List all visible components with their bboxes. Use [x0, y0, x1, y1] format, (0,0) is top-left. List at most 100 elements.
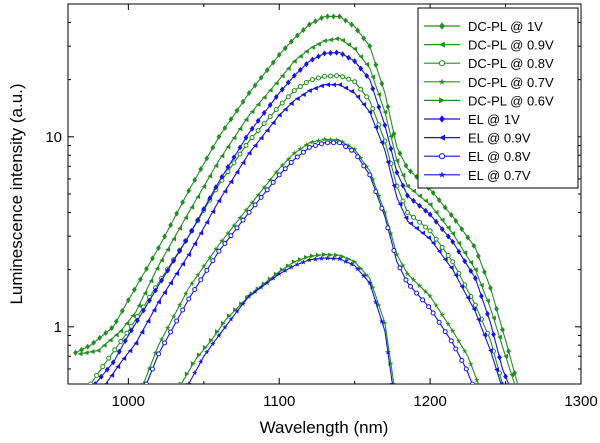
data-point [121, 356, 127, 361]
data-point [370, 85, 376, 92]
data-point [158, 336, 165, 342]
data-point [222, 240, 228, 246]
data-point [439, 217, 445, 223]
data-point [414, 225, 419, 231]
data-point [459, 357, 465, 363]
data-point [128, 327, 134, 334]
data-point [156, 244, 161, 251]
data-point [240, 217, 246, 223]
data-point [482, 268, 487, 275]
data-point [178, 381, 184, 384]
data-point [192, 176, 198, 183]
data-point [352, 79, 358, 85]
data-point [276, 172, 282, 178]
data-point [411, 197, 416, 204]
data-point [331, 140, 337, 146]
data-point [361, 35, 367, 42]
data-point [225, 164, 231, 171]
data-point [297, 66, 303, 73]
data-point [379, 140, 385, 145]
data-point [417, 202, 422, 209]
data-point [222, 188, 228, 194]
data-point [366, 280, 373, 286]
legend-label: DC-PL @ 1V [468, 19, 543, 34]
data-point [482, 332, 487, 338]
data-point [279, 86, 285, 93]
data-point [168, 222, 173, 229]
data-point [255, 102, 261, 107]
data-point [448, 265, 454, 270]
data-point [185, 381, 192, 384]
data-point [405, 183, 410, 189]
data-point [445, 233, 451, 240]
data-point [462, 250, 468, 256]
data-point [294, 96, 300, 102]
data-point [219, 153, 225, 159]
data-point [207, 173, 213, 179]
data-point [186, 187, 192, 194]
data-point [408, 283, 414, 289]
data-point [198, 166, 204, 173]
data-point [334, 252, 339, 258]
data-point [201, 184, 207, 189]
data-point [500, 326, 505, 333]
data-point [297, 84, 303, 90]
data-point [403, 215, 409, 221]
data-point [297, 257, 303, 262]
data-point [391, 130, 397, 137]
data-point [219, 238, 225, 244]
data-point [422, 288, 429, 295]
data-point [177, 225, 183, 231]
data-point [89, 349, 95, 355]
data-point [276, 270, 283, 277]
legend-label: DC-PL @ 0.9V [468, 38, 554, 53]
data-point [231, 135, 237, 141]
data-point [433, 209, 439, 215]
data-point [340, 254, 346, 259]
data-point [165, 267, 170, 274]
data-point [382, 109, 388, 115]
data-point [312, 143, 318, 149]
data-point [202, 345, 208, 350]
data-point [453, 346, 459, 352]
data-point [216, 133, 222, 140]
data-point [352, 46, 358, 52]
data-point [427, 202, 433, 207]
data-point [388, 133, 394, 139]
data-point [382, 209, 388, 215]
data-point [104, 366, 110, 373]
data-point [234, 308, 240, 314]
data-point [349, 147, 355, 153]
data-point [468, 268, 474, 275]
data-point [416, 282, 423, 289]
legend-label: EL @ 0.8V [468, 149, 531, 164]
data-point [309, 139, 316, 145]
data-point [258, 135, 264, 141]
data-point [391, 183, 397, 188]
data-point [325, 140, 331, 146]
data-point [376, 104, 382, 111]
data-point [373, 189, 379, 195]
data-point [231, 222, 237, 229]
series-el-1v [92, 49, 510, 384]
tick-labels: 1000 1100 1200 1300 1 10 [45, 129, 597, 410]
data-point [303, 79, 309, 85]
data-point [438, 153, 446, 160]
legend-label: DC-PL @ 0.7V [468, 75, 554, 90]
data-point [258, 74, 264, 81]
data-point [109, 372, 115, 378]
data-point [397, 150, 403, 157]
data-point [264, 127, 270, 133]
data-point [233, 307, 238, 313]
data-point [438, 60, 446, 67]
data-point [124, 330, 130, 336]
data-point [373, 61, 379, 68]
data-point [408, 221, 413, 226]
data-point [246, 150, 252, 156]
data-point [389, 381, 396, 384]
data-point [405, 192, 410, 199]
data-point [433, 302, 440, 308]
data-point [426, 304, 432, 310]
data-point [427, 293, 433, 299]
data-point [177, 247, 183, 254]
